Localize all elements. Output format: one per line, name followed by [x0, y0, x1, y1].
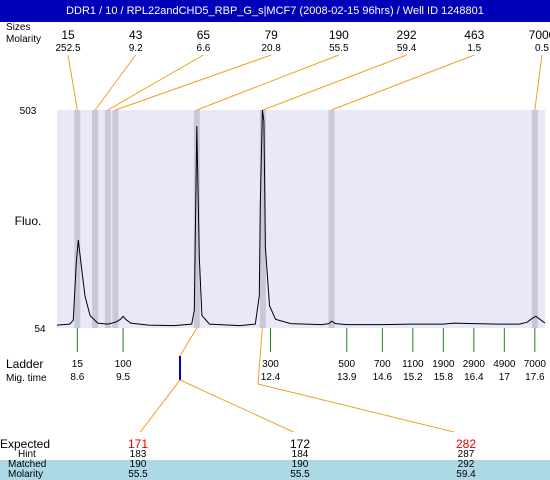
expected-connector: [179, 379, 295, 432]
hint-value: 183: [129, 449, 147, 460]
peak-connector: [94, 54, 137, 111]
hint-label: Hint: [18, 449, 36, 460]
ladder-size-label: 700: [374, 359, 391, 370]
expected-label: Expected: [0, 437, 51, 451]
hint-row: Hint 183 184 287: [0, 450, 550, 460]
ladder-label: Ladder: [6, 357, 43, 371]
peak-connector: [262, 54, 407, 111]
peak-size-label: 43: [129, 28, 143, 42]
molarity-value: 55.5: [128, 469, 148, 480]
y-axis-label: Fluo.: [15, 214, 42, 228]
matched-row: Matched 190 190 292: [0, 460, 550, 470]
ladder-time-label: 12.4: [261, 372, 281, 383]
ladder-size-label: 1100: [402, 359, 424, 370]
peak-connector: [115, 54, 272, 111]
peak-connector: [67, 54, 78, 111]
peak-connector: [534, 54, 543, 111]
molarity-value: 55.5: [290, 469, 310, 480]
expected-value: 172: [289, 437, 311, 451]
ladder-time-label: 8.6: [70, 372, 84, 383]
peak-molarity-label: 252.5: [55, 43, 80, 54]
peak-size-label: 7000: [529, 28, 550, 42]
ladder-time-label: 15.2: [403, 372, 423, 383]
peak-molarity-label: 0.5: [535, 43, 549, 54]
ladder-time-label: 14.6: [373, 372, 393, 383]
hint-value: 287: [457, 449, 475, 460]
peak-molarity-label: 20.8: [261, 43, 281, 54]
peak-size-label: 15: [61, 28, 75, 42]
matched-value: 190: [291, 459, 309, 470]
expected-value: 171: [127, 437, 149, 451]
expected-value: 282: [455, 437, 477, 451]
molarity-header-label: Molarity: [6, 34, 41, 45]
expected-connector: [257, 327, 263, 385]
hint-value: 184: [291, 449, 309, 460]
mig-time-label: Mig. time: [6, 373, 47, 384]
peak-band: [259, 110, 266, 328]
marker-connector: [179, 327, 198, 357]
peak-molarity-label: 9.2: [129, 43, 143, 54]
peak-molarity-label: 1.5: [467, 43, 481, 54]
peak-connector: [331, 54, 475, 111]
ladder-size-label: 100: [115, 359, 132, 370]
ladder-size-label: 15: [72, 359, 84, 370]
y-axis-max: 503: [20, 106, 37, 117]
ladder-time-label: 13.9: [337, 372, 357, 383]
peak-size-label: 79: [264, 28, 278, 42]
peak-molarity-label: 59.4: [397, 43, 417, 54]
peak-size-label: 65: [197, 28, 211, 42]
ladder-time-label: 15.8: [434, 372, 454, 383]
peak-band: [193, 110, 200, 328]
ladder-time-label: 17: [499, 372, 511, 383]
molarity-label: Molarity: [8, 469, 44, 480]
plot-area: [57, 110, 545, 328]
ladder-time-label: 9.5: [116, 372, 130, 383]
peak-connector: [107, 54, 204, 111]
peak-molarity-label: 55.5: [329, 43, 349, 54]
matched-value: 292: [457, 459, 475, 470]
matched-label: Matched: [8, 459, 47, 470]
ladder-time-label: 16.4: [464, 372, 484, 383]
peak-band: [328, 110, 335, 328]
ladder-size-label: 4900: [493, 359, 516, 370]
electropherogram-chart: 50354Fluo.15252.5439.2656.67920.819055.5…: [6, 22, 550, 432]
peak-size-label: 190: [329, 28, 349, 42]
ladder-size-label: 1900: [432, 359, 455, 370]
chart-title-bar: DDR1 / 10 / RPL22andCHD5_RBP_G_s|MCF7 (2…: [0, 0, 550, 22]
sizes-header-label: Sizes: [6, 22, 30, 33]
ladder-size-label: 2900: [463, 359, 486, 370]
expected-connector: [139, 379, 181, 432]
peak-size-label: 463: [464, 28, 484, 42]
ladder-time-label: 17.6: [525, 372, 545, 383]
ladder-size-label: 500: [338, 359, 355, 370]
peak-band: [104, 110, 111, 328]
matched-value: 190: [129, 459, 147, 470]
peak-size-label: 292: [397, 28, 417, 42]
peak-molarity-label: 6.6: [196, 43, 210, 54]
peak-band: [74, 110, 81, 328]
y-axis-min: 54: [34, 324, 46, 335]
molarity-value: 59.4: [456, 469, 476, 480]
peak-band: [112, 110, 119, 328]
expected-row: Expected 171 172 282: [0, 438, 550, 450]
peak-band: [92, 110, 99, 328]
molarity-row: Molarity 55.5 55.5 59.4: [0, 470, 550, 480]
electropherogram-trace: [56, 109, 546, 327]
ladder-size-label: 7000: [524, 359, 547, 370]
peak-band: [531, 110, 538, 328]
expected-connector: [257, 383, 456, 432]
peak-connector: [196, 54, 340, 111]
ladder-size-label: 300: [262, 359, 279, 370]
